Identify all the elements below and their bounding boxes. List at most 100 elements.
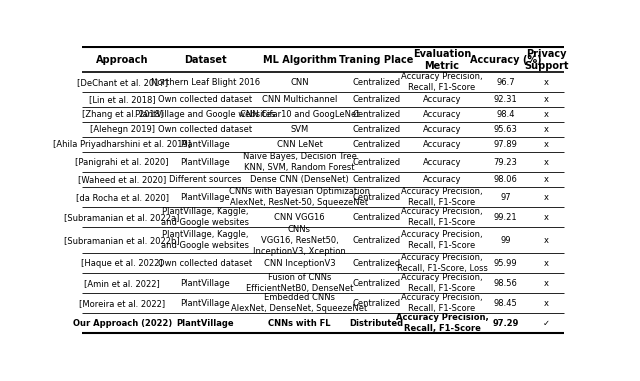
Text: [Amin et al. 2022]: [Amin et al. 2022] [84, 279, 160, 288]
Text: [Moreira et al. 2022]: [Moreira et al. 2022] [79, 299, 165, 308]
Text: PlantVillage and Google websites: PlantVillage and Google websites [135, 110, 275, 119]
Text: Evaluation
Metric: Evaluation Metric [413, 48, 471, 71]
Text: [Subramanian et al. 2022a]: [Subramanian et al. 2022a] [65, 213, 180, 222]
Text: Centralized: Centralized [352, 299, 401, 308]
Text: x: x [544, 125, 548, 134]
Text: Centralized: Centralized [352, 279, 401, 288]
Text: Own collected dataset: Own collected dataset [158, 95, 252, 104]
Text: Distributed: Distributed [349, 319, 403, 328]
Text: x: x [544, 279, 548, 288]
Text: x: x [544, 299, 548, 308]
Text: x: x [544, 110, 548, 119]
Text: [DeChant et al. 2017]: [DeChant et al. 2017] [77, 78, 168, 87]
Text: Accuracy (%): Accuracy (%) [470, 55, 541, 65]
Text: SVM: SVM [291, 125, 308, 134]
Text: [Haque et al. 2022]: [Haque et al. 2022] [81, 259, 163, 267]
Text: Accuracy: Accuracy [423, 125, 461, 134]
Text: Our Approach (2022): Our Approach (2022) [72, 319, 172, 328]
Text: 97.29: 97.29 [492, 319, 518, 328]
Text: CNNs with Bayesian Optimization
AlexNet, ResNet-50, SqueezeNet: CNNs with Bayesian Optimization AlexNet,… [229, 187, 370, 207]
Text: Approach: Approach [96, 55, 148, 65]
Text: Accuracy Precision,
Recall, F1-Score: Accuracy Precision, Recall, F1-Score [401, 187, 483, 207]
Text: x: x [544, 158, 548, 167]
Text: [Lin et al. 2018]: [Lin et al. 2018] [89, 95, 156, 104]
Text: Accuracy: Accuracy [423, 140, 461, 149]
Text: x: x [544, 213, 548, 222]
Text: 97: 97 [500, 193, 511, 202]
Text: ML Algorithm: ML Algorithm [262, 55, 337, 65]
Text: x: x [544, 193, 548, 202]
Text: Centralized: Centralized [352, 193, 401, 202]
Text: Accuracy Precision,
Recall, F1-Score: Accuracy Precision, Recall, F1-Score [401, 207, 483, 227]
Text: ✓: ✓ [543, 319, 550, 328]
Text: PlantVillage: PlantVillage [180, 193, 230, 202]
Text: PlantVillage: PlantVillage [180, 299, 230, 308]
Text: Accuracy Precision,
Recall, F1-Score, Loss: Accuracy Precision, Recall, F1-Score, Lo… [397, 253, 488, 273]
Text: Northern Leaf Blight 2016: Northern Leaf Blight 2016 [150, 78, 260, 87]
Text: Centralized: Centralized [352, 125, 401, 134]
Text: 95.99: 95.99 [493, 259, 517, 267]
Text: Accuracy Precision,
Recall, F1-Score: Accuracy Precision, Recall, F1-Score [401, 230, 483, 250]
Text: [Subramanian et al. 2022b]: [Subramanian et al. 2022b] [65, 236, 180, 245]
Text: 92.31: 92.31 [493, 95, 517, 104]
Text: Accuracy Precision,
Recall, F1-Score: Accuracy Precision, Recall, F1-Score [396, 313, 488, 333]
Text: 96.7: 96.7 [496, 78, 515, 87]
Text: x: x [544, 175, 548, 184]
Text: Accuracy: Accuracy [423, 110, 461, 119]
Text: Centralized: Centralized [352, 78, 401, 87]
Text: Accuracy: Accuracy [423, 158, 461, 167]
Text: Dataset: Dataset [184, 55, 227, 65]
Text: [Zhang et al. 2018]: [Zhang et al. 2018] [81, 110, 163, 119]
Text: 95.63: 95.63 [493, 125, 517, 134]
Text: CNN Cifar10 and GoogLeNet: CNN Cifar10 and GoogLeNet [240, 110, 359, 119]
Text: [da Rocha et al. 2020]: [da Rocha et al. 2020] [76, 193, 169, 202]
Text: Accuracy Precision,
Recall, F1-Score: Accuracy Precision, Recall, F1-Score [401, 273, 483, 293]
Text: 98.4: 98.4 [496, 110, 515, 119]
Text: 98.06: 98.06 [493, 175, 517, 184]
Text: 97.89: 97.89 [493, 140, 517, 149]
Text: [Panigrahi et al. 2020]: [Panigrahi et al. 2020] [76, 158, 169, 167]
Text: [Waheed et al. 2020]: [Waheed et al. 2020] [78, 175, 166, 184]
Text: Accuracy Precision,
Recall, F1-Score: Accuracy Precision, Recall, F1-Score [401, 293, 483, 313]
Text: x: x [544, 236, 548, 245]
Text: Centralized: Centralized [352, 213, 401, 222]
Text: CNN InceptionV3: CNN InceptionV3 [264, 259, 335, 267]
Text: x: x [544, 78, 548, 87]
Text: CNN Multichannel: CNN Multichannel [262, 95, 337, 104]
Text: 98.45: 98.45 [493, 299, 517, 308]
Text: Centralized: Centralized [352, 175, 401, 184]
Text: Fusion of CNNs
EfficientNetB0, DenseNet: Fusion of CNNs EfficientNetB0, DenseNet [246, 273, 353, 293]
Text: PlantVillage, Kaggle,
and Google websites: PlantVillage, Kaggle, and Google website… [161, 207, 249, 227]
Text: Dense CNN (DenseNet): Dense CNN (DenseNet) [250, 175, 349, 184]
Text: CNN: CNN [290, 78, 308, 87]
Text: Centralized: Centralized [352, 95, 401, 104]
Text: Embedded CNNs
AlexNet, DenseNet, SqueezeNet: Embedded CNNs AlexNet, DenseNet, Squeeze… [231, 293, 367, 313]
Text: Centralized: Centralized [352, 158, 401, 167]
Text: 99: 99 [500, 236, 511, 245]
Text: PlantVillage: PlantVillage [180, 279, 230, 288]
Text: CNNs
VGG16, ResNet50,
InceptionV3, Xception: CNNs VGG16, ResNet50, InceptionV3, Xcept… [253, 225, 346, 256]
Text: x: x [544, 259, 548, 267]
Text: x: x [544, 140, 548, 149]
Text: x: x [544, 95, 548, 104]
Text: Centralized: Centralized [352, 236, 401, 245]
Text: Different sources: Different sources [169, 175, 241, 184]
Text: Centralized: Centralized [352, 140, 401, 149]
Text: PlantVillage: PlantVillage [180, 158, 230, 167]
Text: Naive Bayes, Decision Tree
KNN, SVM, Random Forest: Naive Bayes, Decision Tree KNN, SVM, Ran… [243, 152, 356, 172]
Text: PlantVillage: PlantVillage [180, 140, 230, 149]
Text: PlantVillage, Kaggle,
and Google websites: PlantVillage, Kaggle, and Google website… [161, 230, 249, 250]
Text: 79.23: 79.23 [493, 158, 517, 167]
Text: CNN VGG16: CNN VGG16 [274, 213, 324, 222]
Text: Accuracy Precision,
Recall, F1-Score: Accuracy Precision, Recall, F1-Score [401, 72, 483, 92]
Text: Centralized: Centralized [352, 110, 401, 119]
Text: Centralized: Centralized [352, 259, 401, 267]
Text: Own collected dataset: Own collected dataset [158, 125, 252, 134]
Text: 99.21: 99.21 [493, 213, 517, 222]
Text: CNNs with FL: CNNs with FL [268, 319, 331, 328]
Text: [Ahila Priyadharshini et al. 2019]: [Ahila Priyadharshini et al. 2019] [53, 140, 191, 149]
Text: Traning Place: Traning Place [339, 55, 413, 65]
Text: PlantVillage: PlantVillage [177, 319, 234, 328]
Text: Accuracy: Accuracy [423, 95, 461, 104]
Text: [Alehegn 2019]: [Alehegn 2019] [90, 125, 155, 134]
